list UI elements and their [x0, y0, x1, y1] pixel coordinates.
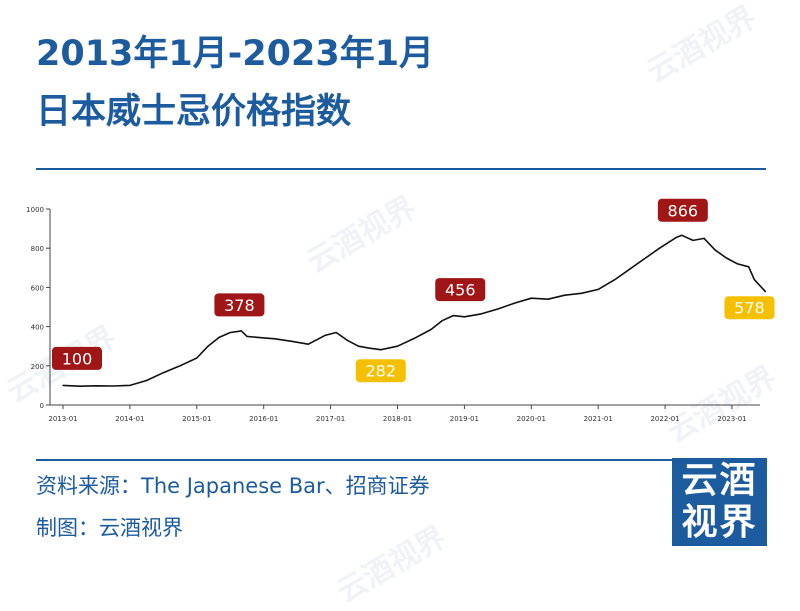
- data-label: 100: [62, 349, 93, 368]
- data-point: [658, 247, 661, 249]
- data-point: [714, 249, 716, 251]
- data-point: [369, 347, 371, 349]
- data-point: [497, 308, 499, 310]
- divider-top: [36, 168, 766, 170]
- data-point: [597, 288, 599, 290]
- data-point: [725, 257, 728, 259]
- data-label-box: [724, 296, 775, 320]
- data-point: [530, 297, 532, 299]
- data-point: [614, 278, 616, 281]
- x-tick-label: 2023-01: [717, 415, 746, 423]
- watermark-text: 云酒视界: [641, 0, 763, 91]
- data-label: 456: [445, 281, 476, 300]
- data-point: [335, 331, 337, 334]
- data-point: [463, 316, 465, 318]
- data-point: [62, 384, 64, 386]
- data-label-box: [657, 198, 708, 222]
- logo-text: 云酒: [681, 460, 758, 501]
- x-tick-label: 2014-01: [115, 415, 144, 423]
- data-point: [179, 365, 181, 367]
- data-point: [753, 278, 755, 281]
- data-point: [246, 335, 248, 337]
- data-point: [703, 237, 705, 239]
- data-point: [307, 343, 309, 345]
- watermark-text: 云酒视界: [331, 519, 453, 611]
- maker-note: 制图：云酒视界: [36, 516, 183, 540]
- y-tick-label: 400: [31, 324, 44, 332]
- x-tick-label: 2016-01: [249, 415, 278, 423]
- data-point: [324, 334, 326, 337]
- logo-text: 视界: [681, 502, 758, 543]
- y-tick-label: 200: [31, 363, 44, 371]
- data-point: [748, 266, 750, 268]
- y-tick-label: 1000: [26, 206, 44, 214]
- y-tick-label: 600: [31, 284, 44, 292]
- data-point: [430, 328, 432, 331]
- x-tick-label: 2017-01: [316, 415, 345, 423]
- data-point: [396, 345, 399, 347]
- page-title: 2013年1月-2023年1月: [36, 34, 435, 74]
- data-point: [681, 234, 683, 236]
- data-label-box: [52, 346, 102, 370]
- data-point: [380, 349, 382, 351]
- data-point: [146, 379, 148, 382]
- brand-logo: 云酒 视界: [672, 458, 767, 546]
- data-point: [480, 313, 482, 315]
- data-point: [207, 345, 209, 347]
- data-point: [564, 294, 566, 296]
- data-point: [240, 330, 242, 332]
- data-point: [129, 384, 131, 386]
- data-point: [274, 338, 276, 340]
- data-point: [196, 357, 198, 359]
- data-point: [413, 337, 415, 339]
- x-tick-label: 2013-01: [48, 415, 77, 423]
- data-label: 378: [224, 296, 255, 315]
- line-chart: 0 200 400 600 800 1000 2013-01 2014-01 2015-01 20…: [26, 198, 775, 423]
- data-point: [95, 385, 98, 387]
- data-point: [692, 239, 694, 241]
- x-tick-label: 2019-01: [450, 415, 479, 423]
- y-tick-label: 0: [40, 402, 44, 410]
- y-tick-label: 800: [31, 245, 44, 253]
- data-point: [257, 336, 259, 338]
- data-point: [112, 385, 114, 387]
- data-point: [580, 292, 583, 294]
- data-label: 866: [668, 201, 699, 220]
- x-tick-label: 2022-01: [650, 415, 679, 423]
- data-point: [547, 298, 549, 300]
- x-tick-label: 2021-01: [584, 415, 613, 423]
- data-point: [647, 255, 649, 257]
- x-tick-label: 2018-01: [383, 415, 412, 423]
- data-label-box: [435, 278, 486, 302]
- data-point: [764, 291, 767, 293]
- data-point: [357, 345, 360, 347]
- data-point: [79, 385, 81, 387]
- data-label-box: [214, 293, 265, 317]
- data-point: [513, 302, 516, 304]
- data-point: [290, 340, 293, 342]
- data-point: [162, 372, 164, 374]
- data-point: [229, 331, 231, 334]
- data-label-box: [355, 359, 406, 383]
- data-point: [441, 320, 443, 322]
- data-point: [631, 267, 633, 269]
- page-subtitle: 日本威士忌价格指数: [36, 92, 352, 132]
- x-tick-label: 2020-01: [517, 415, 546, 423]
- data-point: [675, 236, 677, 239]
- data-point: [346, 339, 348, 341]
- data-point: [452, 315, 454, 317]
- data-point: [736, 263, 739, 265]
- series-line: [62, 234, 767, 387]
- divider-bottom: [36, 459, 766, 461]
- source-note: 资料来源：The Japanese Bar、招商证券: [36, 474, 430, 498]
- x-tick-label: 2015-01: [182, 415, 211, 423]
- data-label: 578: [734, 299, 765, 318]
- data-point: [218, 336, 220, 338]
- data-label: 282: [366, 362, 397, 381]
